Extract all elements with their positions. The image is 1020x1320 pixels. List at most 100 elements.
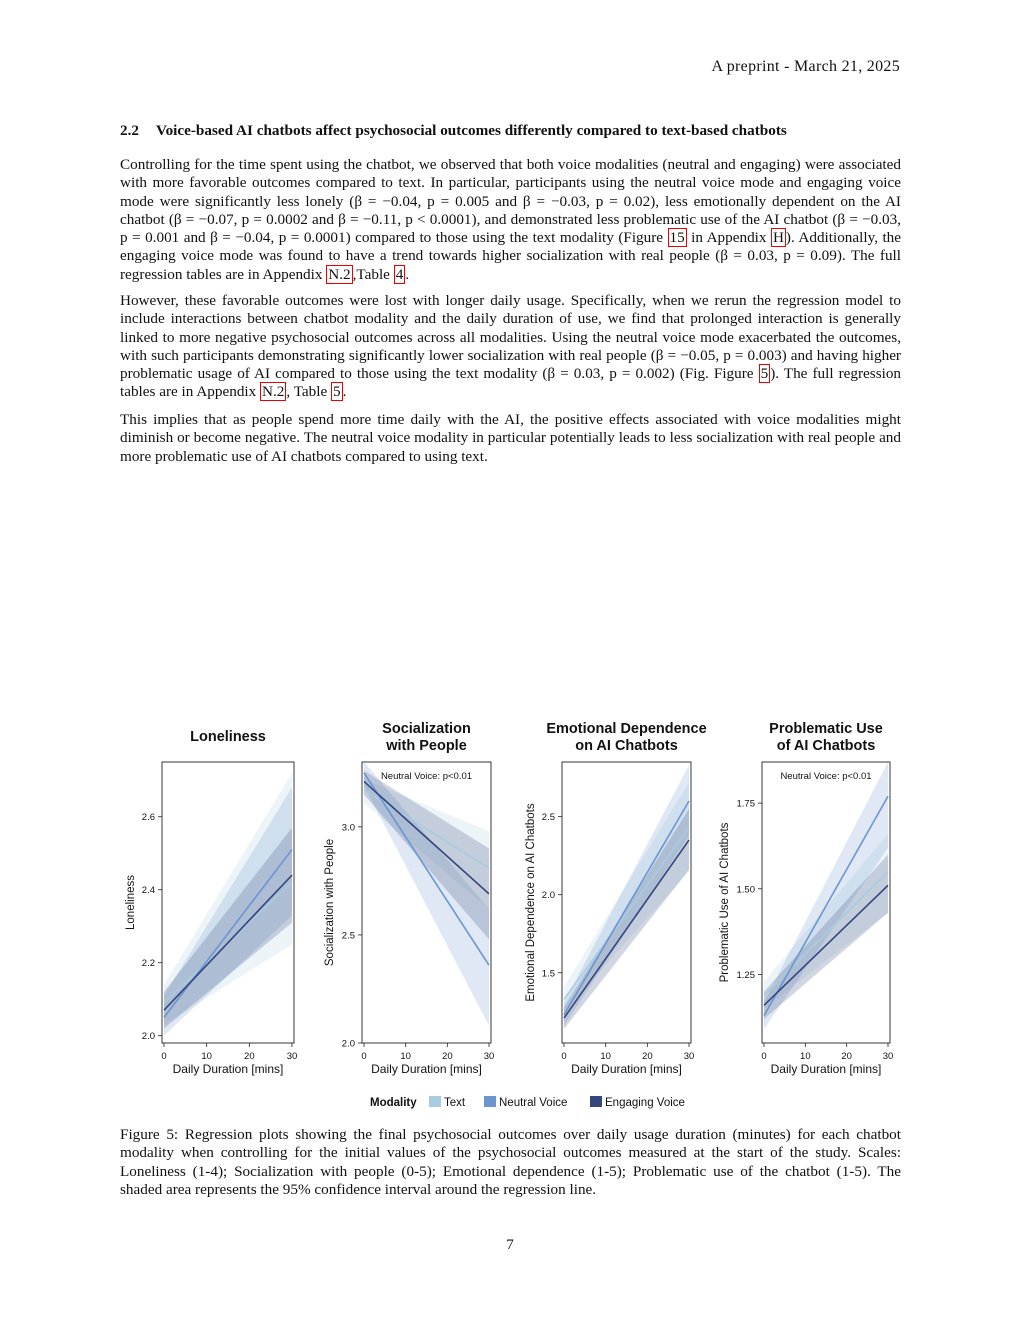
regression-line-engaging-voice <box>763 884 889 1006</box>
p2-text-b: ). The full regression tables are in App… <box>120 365 902 401</box>
ci-band-text <box>164 772 292 1025</box>
x-tick-label: 0 <box>561 1051 566 1062</box>
regression-line-engaging-voice <box>563 839 690 1019</box>
appendix-link[interactable]: N.2 <box>260 382 287 402</box>
x-tick-label: 0 <box>761 1051 766 1062</box>
x-tick-label: 10 <box>201 1051 212 1062</box>
legend-label: Engaging Voice <box>605 1097 685 1109</box>
regression-line-neutral-voice <box>763 795 889 1016</box>
regression-line-engaging-voice <box>363 780 490 895</box>
p2-text-c: , Table <box>286 383 332 401</box>
y-axis-label: Socialization with People <box>324 839 336 966</box>
y-tick-label: 2.6 <box>142 812 155 823</box>
legend-title: Modality <box>370 1097 417 1109</box>
regression-line-neutral-voice <box>363 772 490 966</box>
p2-text-d: . <box>342 383 347 401</box>
p1-text-b: in Appendix <box>686 229 771 247</box>
x-tick-label: 30 <box>287 1051 298 1062</box>
y-tick-label: 1.5 <box>542 968 555 979</box>
ci-band-text <box>364 779 489 909</box>
legend-label: Neutral Voice <box>499 1097 567 1109</box>
panel-title: on AI Chatbots <box>575 738 678 754</box>
paragraph-1: Controlling for the time spent using the… <box>120 156 901 284</box>
p1-text-d: ,Table <box>352 265 394 283</box>
y-tick-label: 2.5 <box>542 812 555 823</box>
section-number: 2.2 <box>120 122 139 139</box>
regression-line-neutral-voice <box>563 800 690 1016</box>
x-axis-label: Daily Duration [mins] <box>571 1062 682 1076</box>
panel-title: Loneliness <box>190 729 266 745</box>
y-tick-label: 2.4 <box>142 885 155 896</box>
figure-link[interactable]: 15 <box>667 228 687 248</box>
y-tick-label: 1.50 <box>737 884 756 895</box>
y-tick-label: 2.0 <box>342 1039 355 1050</box>
page-number: 7 <box>506 1236 514 1253</box>
legend-swatch <box>429 1096 441 1107</box>
x-tick-label: 10 <box>800 1051 811 1062</box>
table-link[interactable]: 5 <box>331 382 343 402</box>
panel-title: Emotional Dependence <box>546 721 706 737</box>
x-axis-label: Daily Duration [mins] <box>771 1062 882 1076</box>
x-tick-label: 0 <box>161 1051 166 1062</box>
y-tick-label: 1.25 <box>737 970 756 981</box>
y-tick-label: 2.0 <box>542 890 555 901</box>
ci-band-engaging-voice <box>564 808 689 1029</box>
table-link[interactable]: 4 <box>393 264 406 284</box>
legend-label: Text <box>444 1097 466 1109</box>
x-axis-label: Daily Duration [mins] <box>371 1062 482 1076</box>
panel-title: Socialization <box>382 721 471 737</box>
regression-line-neutral-voice <box>163 849 293 1018</box>
regression-line-text <box>763 871 889 996</box>
y-tick-label: 3.0 <box>342 822 355 833</box>
ci-band-neutral-voice <box>364 762 489 1026</box>
ci-band-engaging-voice <box>764 854 888 1020</box>
figure-link[interactable]: 5 <box>758 364 771 384</box>
x-tick-label: 20 <box>244 1051 255 1062</box>
section-heading: 2.2 Voice-based AI chatbots affect psycho… <box>120 122 900 140</box>
y-axis-label: Loneliness <box>125 875 137 930</box>
appendix-link[interactable]: H <box>770 228 786 248</box>
ci-band-neutral-voice <box>764 762 888 1030</box>
y-tick-label: 2.0 <box>142 1031 155 1042</box>
panel-frame <box>361 761 492 1044</box>
x-tick-label: 30 <box>484 1051 495 1062</box>
panel-title: with People <box>385 738 467 754</box>
ci-band-engaging-voice <box>364 770 489 940</box>
x-tick-label: 0 <box>361 1051 366 1062</box>
x-axis-label: Daily Duration [mins] <box>173 1062 284 1076</box>
x-tick-label: 30 <box>883 1051 894 1062</box>
significance-note: Neutral Voice: p<0.01 <box>381 771 472 782</box>
p2-text-a: However, these favorable outcomes were l… <box>120 292 901 383</box>
x-tick-label: 10 <box>400 1051 411 1062</box>
p3-text: This implies that as people spend more t… <box>120 411 901 465</box>
ci-band-engaging-voice <box>164 827 292 1029</box>
running-head: A preprint - March 21, 2025 <box>711 58 900 75</box>
legend-swatch <box>590 1096 602 1107</box>
y-axis-label: Emotional Dependence on AI Chatbots <box>525 803 537 1001</box>
p1-text-a: Controlling for the time spent using the… <box>120 156 901 247</box>
significance-note: Neutral Voice: p<0.01 <box>780 771 871 782</box>
panel-frame <box>761 761 891 1044</box>
y-axis-label: Problematic Use of AI Chatbots <box>719 822 731 982</box>
y-tick-label: 2.2 <box>142 958 155 969</box>
p1-text-c: ). Additionally, the engaging voice mode… <box>120 229 902 283</box>
y-tick-label: 1.75 <box>737 799 756 810</box>
panel-title: Problematic Use <box>769 721 883 737</box>
paragraph-3: This implies that as people spend more t… <box>120 411 901 466</box>
panel-frame <box>561 761 692 1044</box>
section-title: Voice-based AI chatbots affect psychosoc… <box>156 122 787 139</box>
paragraph-2: However, these favorable outcomes were l… <box>120 292 901 402</box>
x-tick-label: 20 <box>642 1051 653 1062</box>
x-tick-label: 10 <box>600 1051 611 1062</box>
p1-text-e: . <box>405 265 410 283</box>
panel-frame <box>161 761 295 1044</box>
regression-line-text <box>563 827 690 1000</box>
regression-line-text <box>363 789 490 869</box>
appendix-link[interactable]: N.2 <box>326 264 353 284</box>
x-tick-label: 30 <box>684 1051 695 1062</box>
x-tick-label: 20 <box>841 1051 852 1062</box>
x-tick-label: 20 <box>442 1051 453 1062</box>
y-tick-label: 2.5 <box>342 930 355 941</box>
figure-caption: Figure 5: Regression plots showing the f… <box>120 1126 901 1198</box>
